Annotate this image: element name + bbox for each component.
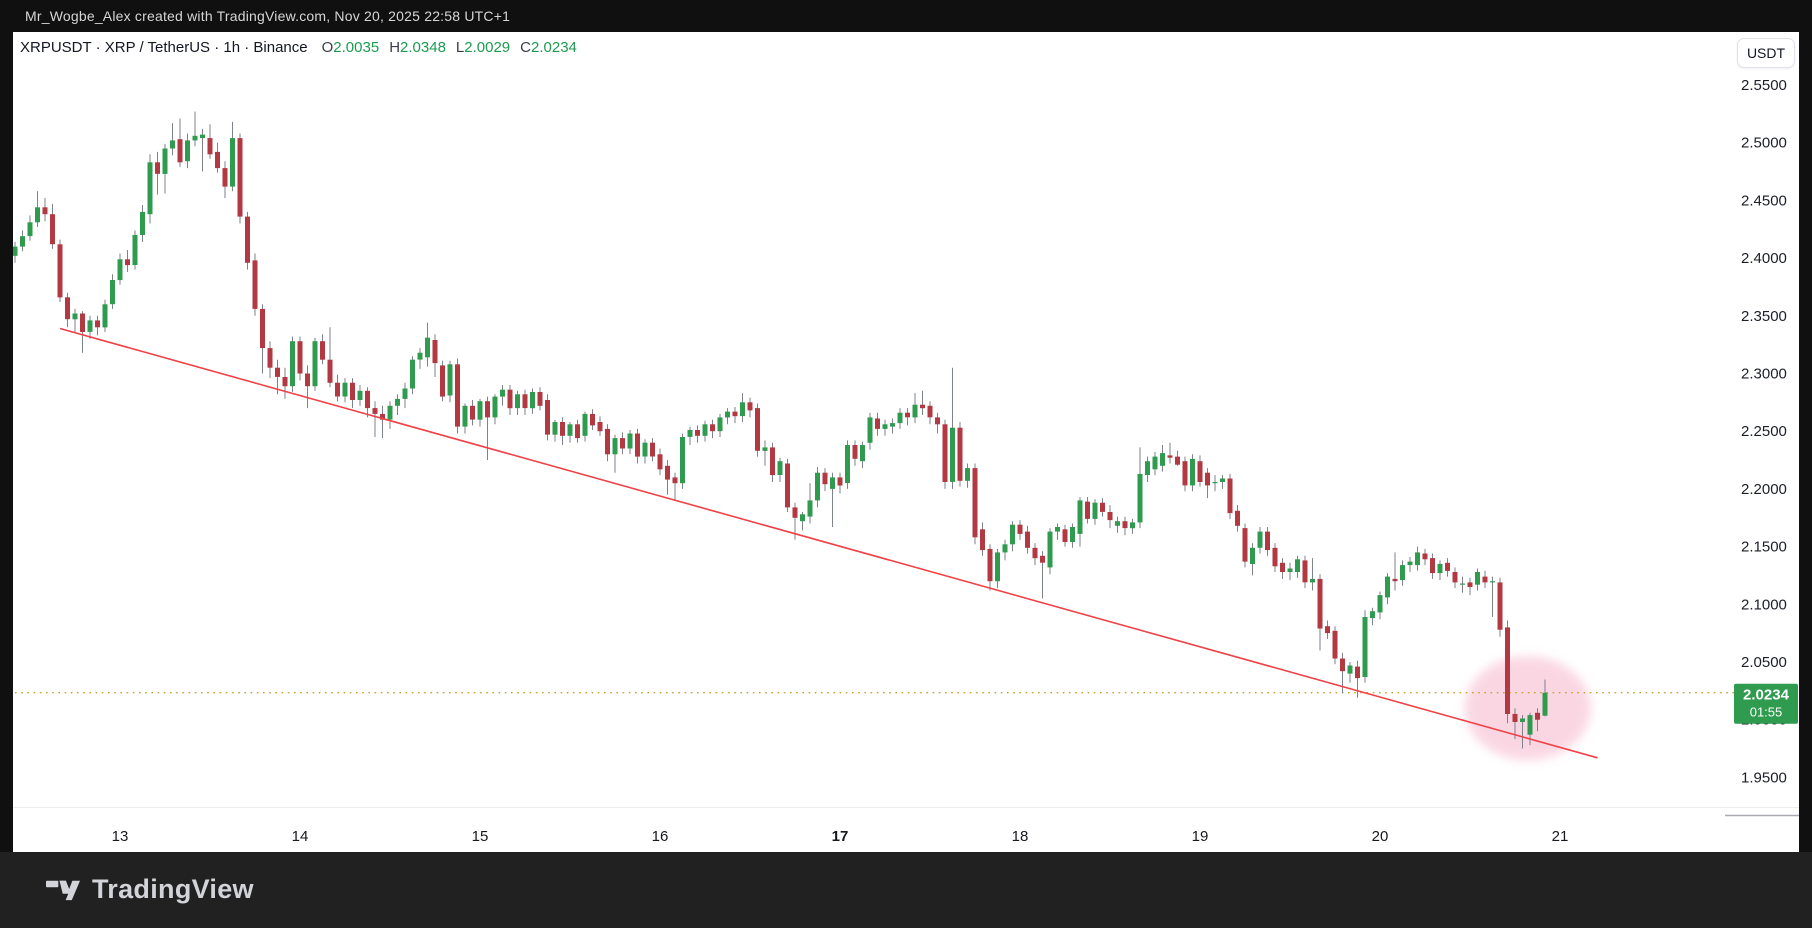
chart-panel: XRPUSDT · XRP / TetherUS · 1h · Binance O… <box>13 32 1799 852</box>
time-tick-label: 13 <box>112 828 129 845</box>
price-tick-label: 2.2000 <box>1741 481 1787 498</box>
price-tick-label: 2.3000 <box>1741 366 1787 383</box>
snapshot-header-bar: Mr_Wogbe_Alex created with TradingView.c… <box>0 0 1812 32</box>
up-candles <box>13 134 1548 735</box>
ohlc-high: H2.0348 <box>389 39 446 56</box>
time-tick-label: 21 <box>1552 828 1569 845</box>
price-tick-label: 2.1500 <box>1741 539 1787 556</box>
candle-wicks <box>14 111 1546 749</box>
time-tick-label: 17 <box>832 828 849 845</box>
price-tick-label: 1.9500 <box>1741 769 1787 786</box>
price-tick-label: 2.5000 <box>1741 135 1787 152</box>
ohlc-low: L2.0029 <box>455 39 511 56</box>
right-border <box>1799 32 1812 852</box>
price-tick-label: 2.3500 <box>1741 308 1787 325</box>
tradingview-logo[interactable]: TradingView <box>46 873 254 905</box>
last-price-value: 2.0234 <box>1743 687 1790 704</box>
price-tick-label: 2.1000 <box>1741 596 1787 613</box>
ohlc-close: C2.0234 <box>520 39 577 56</box>
price-tick-label: 2.0500 <box>1741 654 1787 671</box>
candlestick-chart[interactable]: 2.5500 2.5000 2.4500 2.4000 2.3500 2.3000 2.25… <box>13 32 1799 852</box>
symbol-title[interactable]: XRPUSDT · XRP / TetherUS · 1h · Binance <box>20 39 308 56</box>
footer-bar: TradingView <box>0 852 1812 928</box>
time-tick-label: 19 <box>1192 828 1209 845</box>
candle-countdown: 01:55 <box>1750 705 1783 720</box>
ohlc-open: O2.0035 <box>321 39 380 56</box>
time-tick-label: 16 <box>652 828 669 845</box>
symbol-legend[interactable]: XRPUSDT · XRP / TetherUS · 1h · Binance O… <box>20 39 577 56</box>
price-tick-label: 2.5500 <box>1741 77 1787 94</box>
descending-trendline[interactable] <box>59 327 1598 759</box>
left-border <box>0 32 13 852</box>
time-tick-label: 14 <box>292 828 309 845</box>
snapshot-attribution: Mr_Wogbe_Alex created with TradingView.c… <box>25 8 511 24</box>
highlight-ellipse <box>1464 656 1591 761</box>
tradingview-logo-text: TradingView <box>92 873 254 904</box>
price-tick-label: 2.4500 <box>1741 192 1787 209</box>
tradingview-logo-icon <box>46 880 80 901</box>
down-candles <box>42 138 1540 722</box>
time-tick-label: 20 <box>1372 828 1389 845</box>
price-tick-label: 2.2500 <box>1741 423 1787 440</box>
time-tick-label: 18 <box>1012 828 1029 845</box>
currency-toggle-button[interactable]: USDT <box>1737 38 1795 68</box>
time-tick-label: 15 <box>472 828 489 845</box>
price-tick-label: 2.4000 <box>1741 250 1787 267</box>
